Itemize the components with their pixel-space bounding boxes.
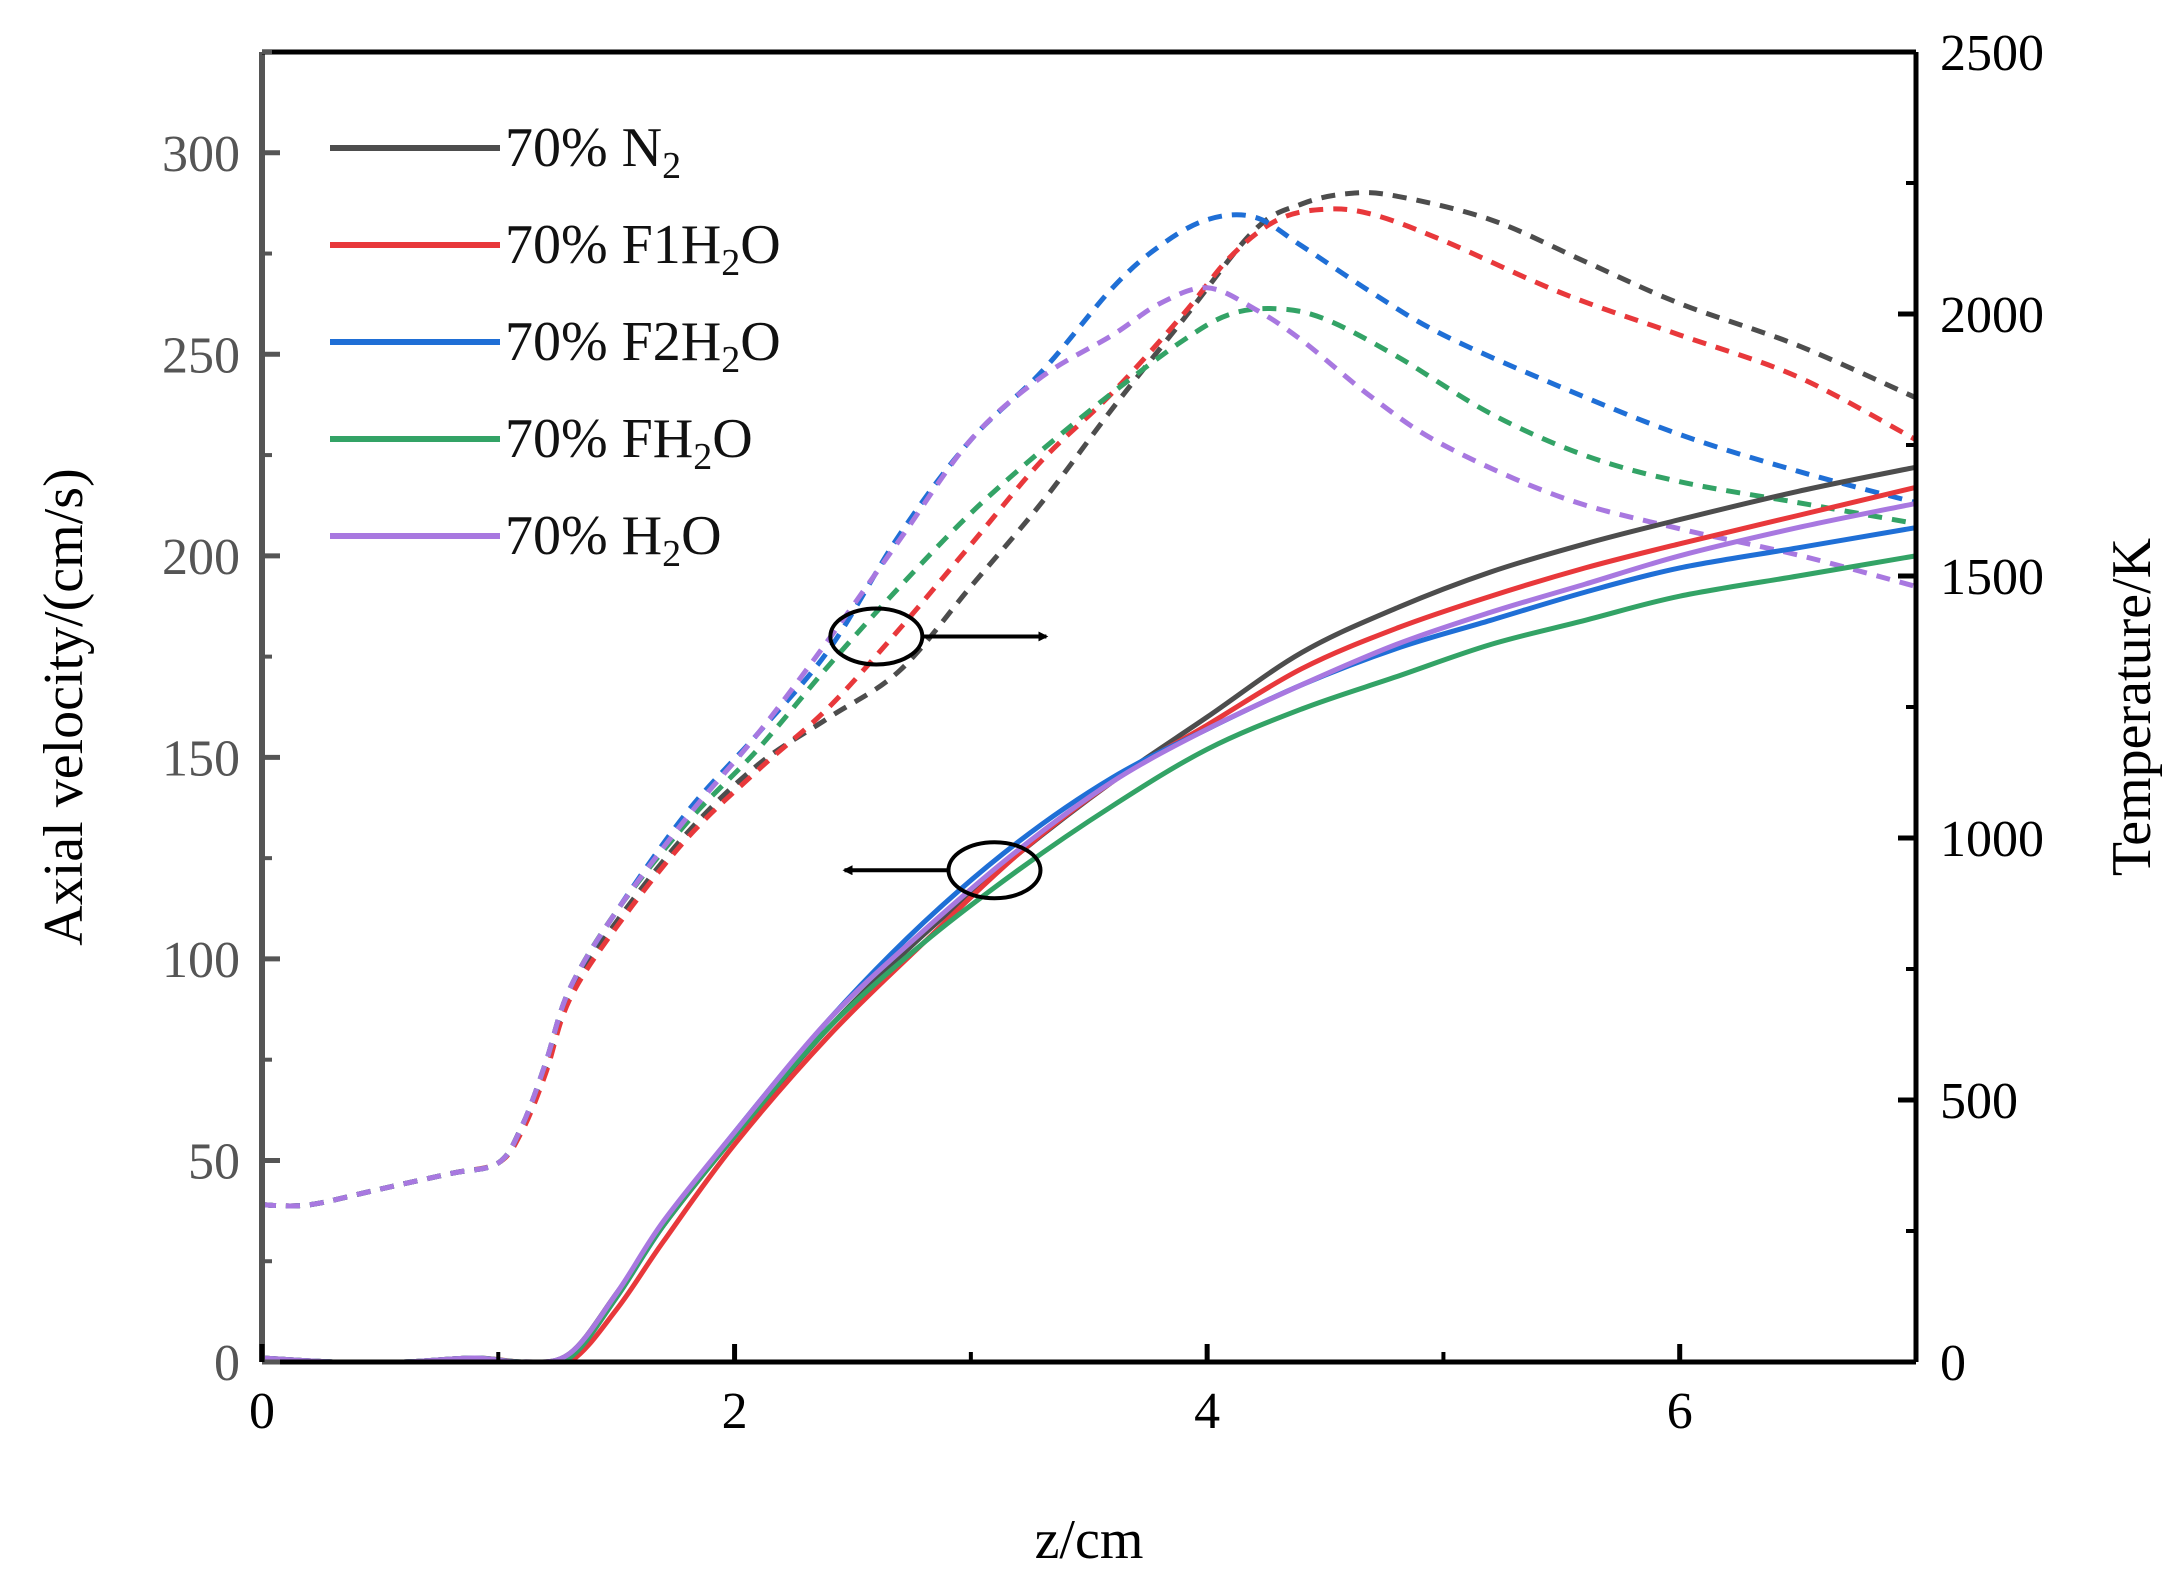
x-tick-label: 6 <box>1667 1383 1693 1440</box>
x-tick-label: 0 <box>249 1383 275 1440</box>
legend-label-1: 70% N2 <box>505 117 681 187</box>
y2-tick-label: 1500 <box>1940 549 2044 606</box>
legend-label-4: 70% FH2O <box>505 408 753 478</box>
annotation-layer <box>828 606 1049 901</box>
legend: 70% N2 70% F1H2O 70% F2H2O 70% FH2O 70% H2O <box>330 117 781 575</box>
y2-tick-label: 2000 <box>1940 287 2044 344</box>
x-axis-title: z/cm <box>1035 1509 1144 1571</box>
legend-label-2: 70% F1H2O <box>505 214 781 284</box>
velocity-line-5 <box>262 500 1916 1362</box>
y-tick-label: 250 <box>162 327 240 384</box>
velocity-line-2 <box>262 484 1916 1362</box>
y2-tick-label: 0 <box>1940 1335 1966 1392</box>
y2-tick-label: 1000 <box>1940 811 2044 868</box>
y-tick-label: 200 <box>162 529 240 586</box>
y-axis-title-right: Temperature/K <box>2101 538 2163 876</box>
velocity-line-3 <box>262 525 1916 1362</box>
x-tick-label: 2 <box>722 1383 748 1440</box>
y-tick-label: 100 <box>162 932 240 989</box>
y-tick-label: 0 <box>214 1335 240 1392</box>
x-tick-label: 4 <box>1194 1383 1220 1440</box>
y-axis-title-left: Axial velocity/(cm/s) <box>33 468 95 945</box>
y-tick-label: 50 <box>188 1133 240 1190</box>
legend-label-3: 70% F2H2O <box>505 311 781 381</box>
legend-label-5: 70% H2O <box>505 505 722 575</box>
y2-tick-label: 2500 <box>1940 25 2044 82</box>
annotation-ellipse-1 <box>828 606 925 667</box>
velocity-line-1 <box>262 464 1916 1362</box>
temperature-line-5 <box>262 285 1916 1209</box>
velocity-line-4 <box>262 553 1916 1362</box>
y-tick-label: 300 <box>162 126 240 183</box>
y-tick-label: 150 <box>162 730 240 787</box>
y2-tick-label: 500 <box>1940 1073 2018 1130</box>
axes-layer: 0 50 100 150 200 250 300 0 500 1000 1500 2000 2500 0 2… <box>162 25 2044 1440</box>
